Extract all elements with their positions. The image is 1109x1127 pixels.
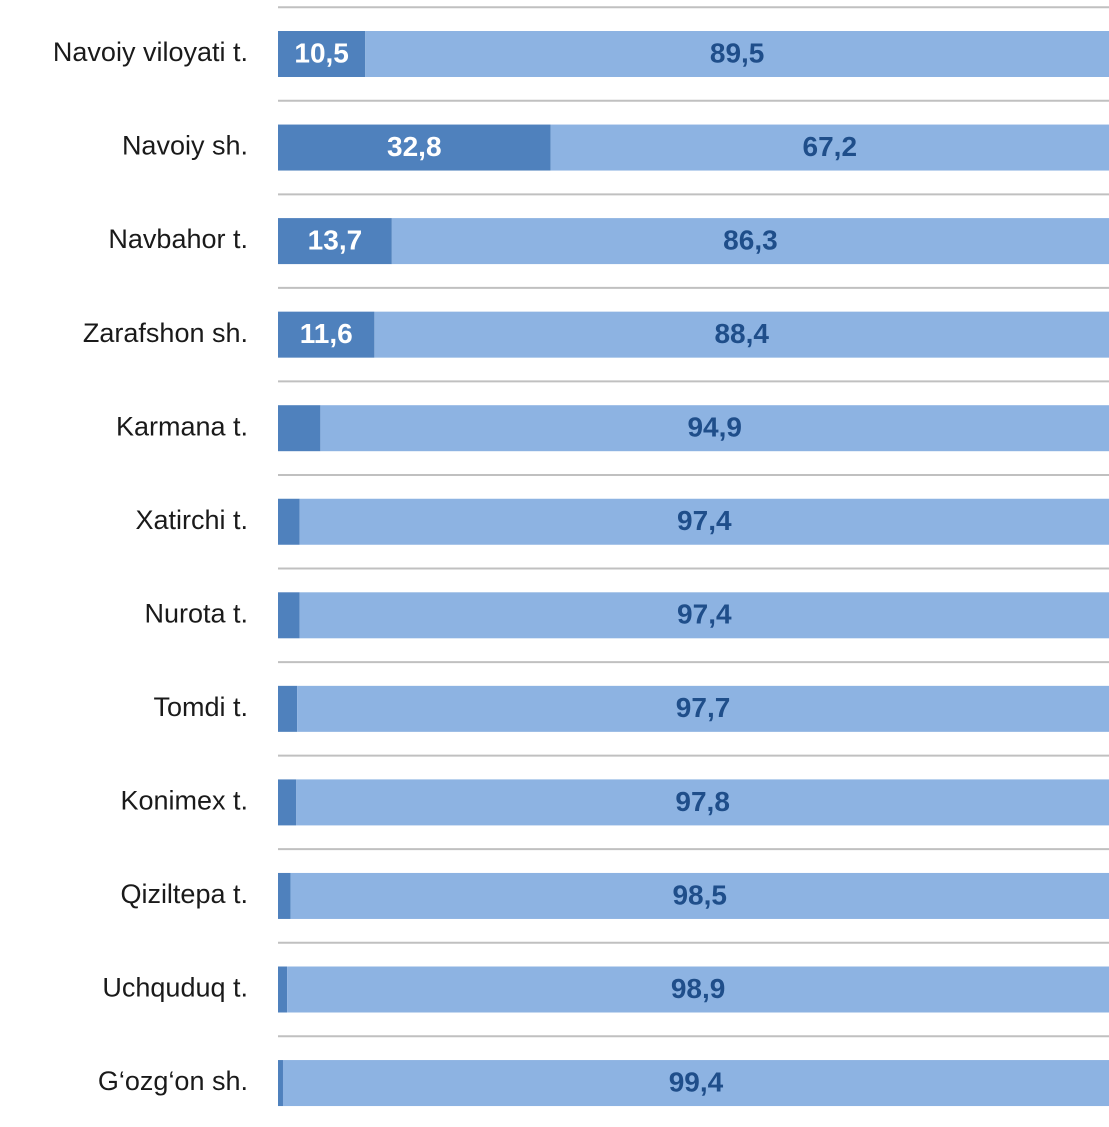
bar-segment <box>278 218 392 265</box>
bar-segment <box>299 498 1109 545</box>
y-tick-label: Karmana t. <box>116 411 248 441</box>
bar-segment <box>550 124 1109 171</box>
bar-segment <box>365 31 1109 77</box>
data-label: 98,5 <box>672 879 727 910</box>
bar-segment <box>278 498 300 545</box>
bar-segment <box>299 592 1109 639</box>
bar-segment <box>374 311 1109 358</box>
data-label: 98,9 <box>671 973 726 1004</box>
data-label: 13,7 <box>308 224 363 255</box>
bar-segment <box>297 685 1109 732</box>
data-label: 32,8 <box>387 131 442 162</box>
bar-segment <box>391 218 1109 265</box>
bar-segment <box>290 872 1109 919</box>
data-label: 67,2 <box>803 131 858 162</box>
y-tick-label: Konimex t. <box>120 786 248 816</box>
y-tick-label: Qiziltepa t. <box>120 879 248 909</box>
bar-segment <box>278 779 297 826</box>
y-tick-label: Navbahor t. <box>108 224 248 254</box>
bar-segment <box>278 966 288 1013</box>
y-tick-label: Uchquduq t. <box>102 973 248 1003</box>
y-tick-label: Zarafshon sh. <box>83 318 248 348</box>
data-label: 86,3 <box>723 224 778 255</box>
data-label: 89,5 <box>710 37 765 68</box>
bar-segment <box>296 779 1109 826</box>
bar-segment <box>278 124 551 171</box>
bar-segment <box>278 405 321 452</box>
y-tick-label: Navoiy viloyati t. <box>53 37 248 67</box>
y-tick-label: Navoiy sh. <box>122 131 248 161</box>
bar-segment <box>278 685 298 732</box>
bar-segment <box>282 1060 1109 1107</box>
bar-segment <box>278 1060 283 1107</box>
y-tick-label: Xatirchi t. <box>135 505 248 535</box>
bar-segment <box>278 31 366 77</box>
data-label: 88,4 <box>714 318 769 349</box>
data-label: 99,4 <box>669 1066 724 1097</box>
y-tick-label: Nurota t. <box>144 598 248 628</box>
data-label: 97,4 <box>677 505 732 536</box>
bar-segment <box>287 966 1109 1013</box>
data-label: 10,5 <box>294 37 349 68</box>
bar-segment <box>278 311 375 358</box>
data-label: 97,7 <box>676 692 731 723</box>
data-label: 97,4 <box>677 599 732 630</box>
data-label: 11,6 <box>300 318 353 349</box>
y-tick-label: G‘ozg‘on sh. <box>98 1066 248 1096</box>
data-label: 94,9 <box>687 412 742 443</box>
y-tick-label: Tomdi t. <box>153 692 248 722</box>
bar-segment <box>320 405 1109 452</box>
bar-segment <box>278 872 291 919</box>
data-label: 97,8 <box>675 786 730 817</box>
bar-segment <box>278 592 300 639</box>
